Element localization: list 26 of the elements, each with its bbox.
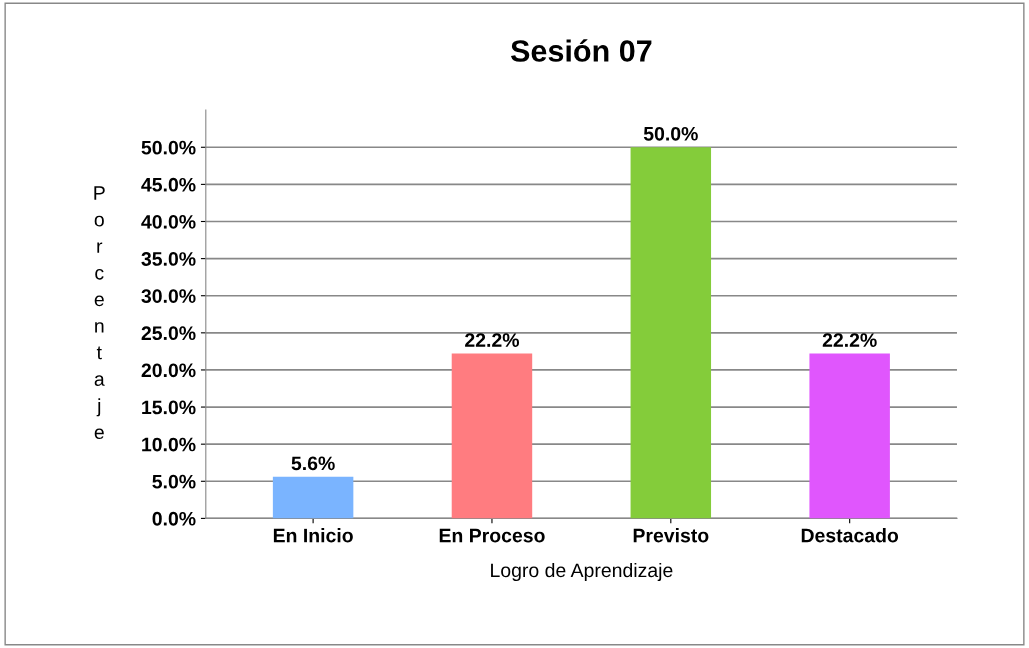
x-axis-title: Logro de Aprendizaje: [491, 562, 673, 582]
text: Porcentaje: [94, 186, 105, 440]
y-tick-label: 20.0%: [141, 363, 196, 378]
x-tick-label: En Proceso: [439, 528, 545, 543]
data-label: 22.2%: [465, 333, 520, 347]
bar: [272, 476, 354, 519]
y-tick-label: 25.0%: [141, 326, 196, 341]
y-tick-label: 10.0%: [142, 437, 196, 452]
y-tick-label: 30.0%: [141, 289, 196, 303]
y-tick-label: 45.0%: [141, 177, 196, 192]
data-label: 50.0%: [643, 126, 698, 141]
bar: [630, 147, 712, 519]
y-tick-label: 0.0%: [152, 511, 196, 526]
data-label: 5.6%: [291, 456, 335, 471]
bar: [451, 353, 533, 519]
y-tick-label: 35.0%: [141, 252, 196, 266]
bar: [809, 353, 890, 519]
x-tick-label: Previsto: [633, 528, 709, 543]
y-tick-label: 50.0%: [141, 140, 196, 155]
x-tick-label: Destacado: [801, 528, 899, 543]
x-tick-label: En Inicio: [273, 528, 353, 543]
y-tick-label: 40.0%: [141, 214, 196, 229]
data-label: 22.2%: [822, 333, 877, 347]
y-tick-label: 15.0%: [142, 400, 196, 415]
chart-title: Sesión 07: [510, 39, 652, 62]
y-tick-label: 5.0%: [152, 474, 196, 489]
